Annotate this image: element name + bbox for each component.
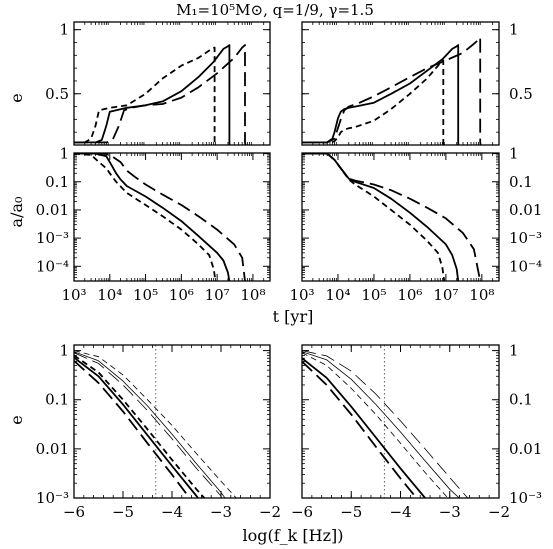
- series-group: [302, 350, 469, 498]
- panel-ecc_vs_freq_right: −6 −5 −4 −3 −2 1 0.1 0.01 10⁻³: [291, 342, 542, 521]
- panel-ecc_vs_freq_left: −6 −5 −4 −3 −2 1 0.1 0.01 10⁻³: [36, 342, 281, 521]
- series-group: [74, 350, 237, 498]
- x-tick-label: −6: [291, 503, 313, 521]
- y-tick-label: 0.01: [509, 440, 542, 458]
- y-tick-label: 0.5: [45, 85, 69, 103]
- y-tick-label: 1: [509, 145, 519, 163]
- y-tick-label: 10⁻³: [36, 229, 69, 247]
- series-line-longdash: [302, 360, 418, 498]
- x-tick-label: −4: [389, 503, 411, 521]
- series-line-longdash: [74, 44, 247, 145]
- x-tick-label: 10⁵: [133, 286, 158, 304]
- series-line-solid: [302, 357, 427, 498]
- series-line-solid: [302, 153, 460, 281]
- sma-axis-label: a/a₀: [7, 197, 26, 228]
- y-tick-label: 1: [59, 145, 69, 163]
- y-tick-label: 10⁻³: [509, 489, 542, 507]
- y-tick-label: 10⁻³: [36, 489, 69, 507]
- y-tick-label: 10⁻³: [509, 229, 542, 247]
- x-tick-label: −4: [161, 503, 183, 521]
- y-tick-label: 0.5: [509, 85, 533, 103]
- x-tick-label: 10⁵: [361, 286, 386, 304]
- x-tick-label: 10⁴: [325, 286, 350, 304]
- series-line-shortdash: [74, 153, 217, 281]
- y-tick-label: 1: [509, 21, 519, 39]
- x-tick-label: −6: [63, 503, 85, 521]
- panel-frame: [73, 152, 271, 282]
- series-group: [74, 153, 246, 281]
- y-tick-label: 0.01: [36, 440, 69, 458]
- series-line-solid: [302, 44, 460, 145]
- y-tick-label: 0.1: [45, 173, 69, 191]
- series-line-shortdash: [302, 153, 446, 281]
- x-tick-label: 10⁶: [397, 286, 422, 304]
- x-tick-label: −2: [488, 503, 510, 521]
- x-tick-label: 10⁷: [433, 286, 458, 304]
- panel-frame: [301, 152, 500, 282]
- panel-frame: [73, 21, 271, 146]
- y-tick-label: 0.01: [36, 201, 69, 219]
- series-line-shortdash: [74, 354, 206, 498]
- y-tick-label: 10⁻⁴: [509, 257, 542, 275]
- x-tick-label: −5: [112, 503, 134, 521]
- series-line-shortdash: [74, 350, 237, 498]
- x-tick-label: 10⁷: [205, 286, 230, 304]
- y-tick-label: 1: [59, 342, 69, 360]
- y-tick-label: 10⁻⁴: [36, 257, 69, 275]
- x-tick-label: 10⁴: [97, 286, 122, 304]
- series-line-solid: [74, 44, 231, 145]
- panel-sma_vs_time_right: 10³ 10⁴ 10⁵ 10⁶ 10⁷ 10⁸ 1 0.1 0.01 10⁻³ 10⁻⁴: [289, 145, 542, 304]
- y-tick-label: 1: [509, 342, 519, 360]
- series-line-longdash: [74, 352, 223, 498]
- series-line-longdash: [302, 153, 482, 281]
- series-line-longdash: [302, 350, 469, 498]
- time-axis-label: t [yr]: [273, 307, 314, 326]
- panel-ecc_vs_time_left: 0.51: [45, 21, 271, 146]
- series-line-longdash: [74, 360, 191, 498]
- x-tick-label: −3: [439, 503, 461, 521]
- panel-sma_vs_time_left: 10³ 10⁴ 10⁵ 10⁶ 10⁷ 10⁸ 1 0.1 0.01 10⁻³ 10⁻⁴: [36, 145, 271, 304]
- x-tick-label: 10³: [61, 286, 86, 304]
- panel-frame: [301, 21, 500, 146]
- y-tick-label: 0.1: [45, 391, 69, 409]
- x-tick-label: 10⁶: [169, 286, 194, 304]
- y-tick-label: 1: [59, 21, 69, 39]
- x-tick-label: −2: [259, 503, 281, 521]
- series-group: [74, 44, 247, 145]
- panel-ecc_vs_time_right: 0.51: [301, 21, 533, 146]
- series-line-solid: [74, 356, 200, 498]
- x-tick-label: −3: [210, 503, 232, 521]
- y-tick-label: 0.1: [509, 173, 533, 191]
- ecc-axis-label: e: [7, 93, 26, 102]
- series-group: [302, 153, 482, 281]
- x-tick-label: −5: [340, 503, 362, 521]
- ecc-bottom-axis-label: e: [7, 415, 26, 424]
- series-line-solid: [302, 351, 460, 498]
- freq-axis-label: log(f_k [Hz]): [242, 526, 343, 545]
- series-group: [302, 36, 482, 145]
- series-line-solid: [74, 153, 231, 281]
- x-tick-label: 10⁸: [240, 286, 265, 304]
- series-line-shortdash: [302, 59, 446, 145]
- series-line-longdash: [74, 153, 246, 281]
- figure-title: M₁=10⁵M⊙, q=1/9, γ=1.5: [176, 1, 374, 19]
- series-line-shortdash: [302, 352, 449, 498]
- y-tick-label: 0.1: [509, 391, 533, 409]
- series-line-longdash: [302, 36, 482, 145]
- x-tick-label: 10³: [289, 286, 314, 304]
- x-tick-label: 10⁸: [469, 286, 494, 304]
- series-line-shortdash: [74, 46, 217, 145]
- y-tick-label: 0.01: [509, 201, 542, 219]
- series-line-solid: [74, 351, 226, 498]
